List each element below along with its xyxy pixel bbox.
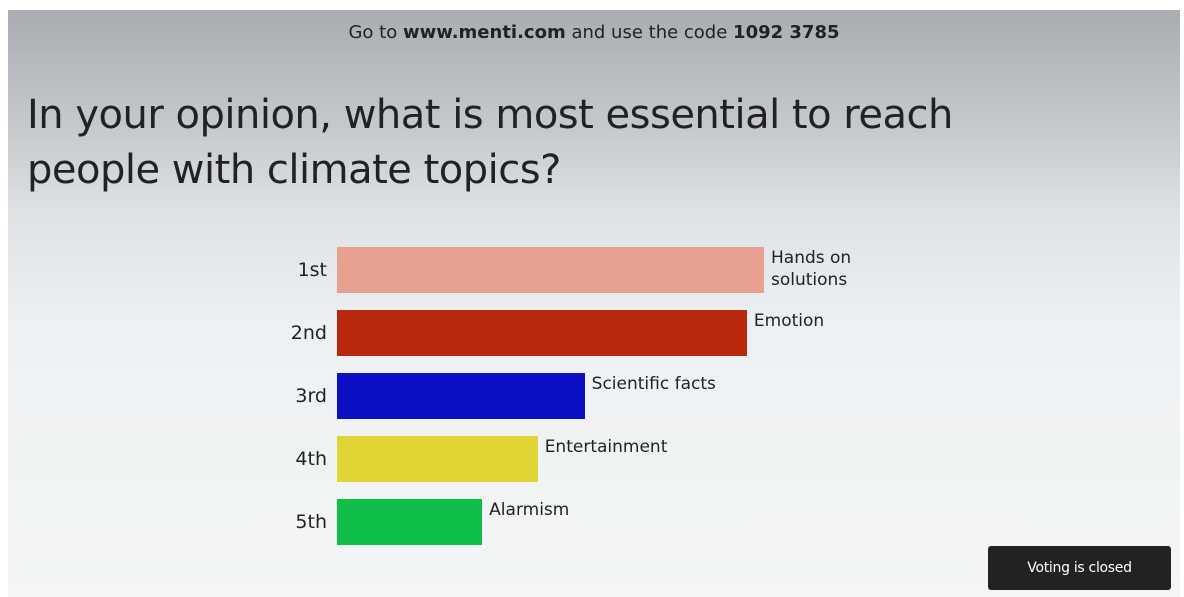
rank-label: 4th — [247, 448, 327, 470]
bar-label: Alarmism — [489, 499, 569, 521]
header-url: www.menti.com — [403, 22, 566, 43]
bar — [337, 436, 538, 482]
join-instructions: Go to www.menti.com and use the code 109… — [8, 22, 1180, 43]
bar — [337, 310, 747, 356]
bar — [337, 247, 764, 293]
chart-title: In your opinion, what is most essential … — [27, 88, 967, 198]
slide: Go to www.menti.com and use the code 109… — [8, 10, 1180, 597]
bar — [337, 499, 482, 545]
rank-label: 2nd — [247, 322, 327, 344]
header-text: and use the code — [571, 22, 727, 43]
rank-label: 3rd — [247, 385, 327, 407]
bar-label: Scientific facts — [592, 373, 716, 395]
header-code: 1092 3785 — [733, 22, 839, 43]
voting-status-button[interactable]: Voting is closed — [988, 546, 1171, 590]
rank-label: 5th — [247, 511, 327, 533]
page: Go to www.menti.com and use the code 109… — [0, 0, 1184, 597]
bar-label: Hands on solutions — [771, 247, 880, 291]
bar-label: Entertainment — [545, 436, 668, 458]
rank-label: 1st — [247, 259, 327, 281]
bar — [337, 373, 585, 419]
header-text: Go to — [348, 22, 397, 43]
bar-label: Emotion — [754, 310, 824, 332]
